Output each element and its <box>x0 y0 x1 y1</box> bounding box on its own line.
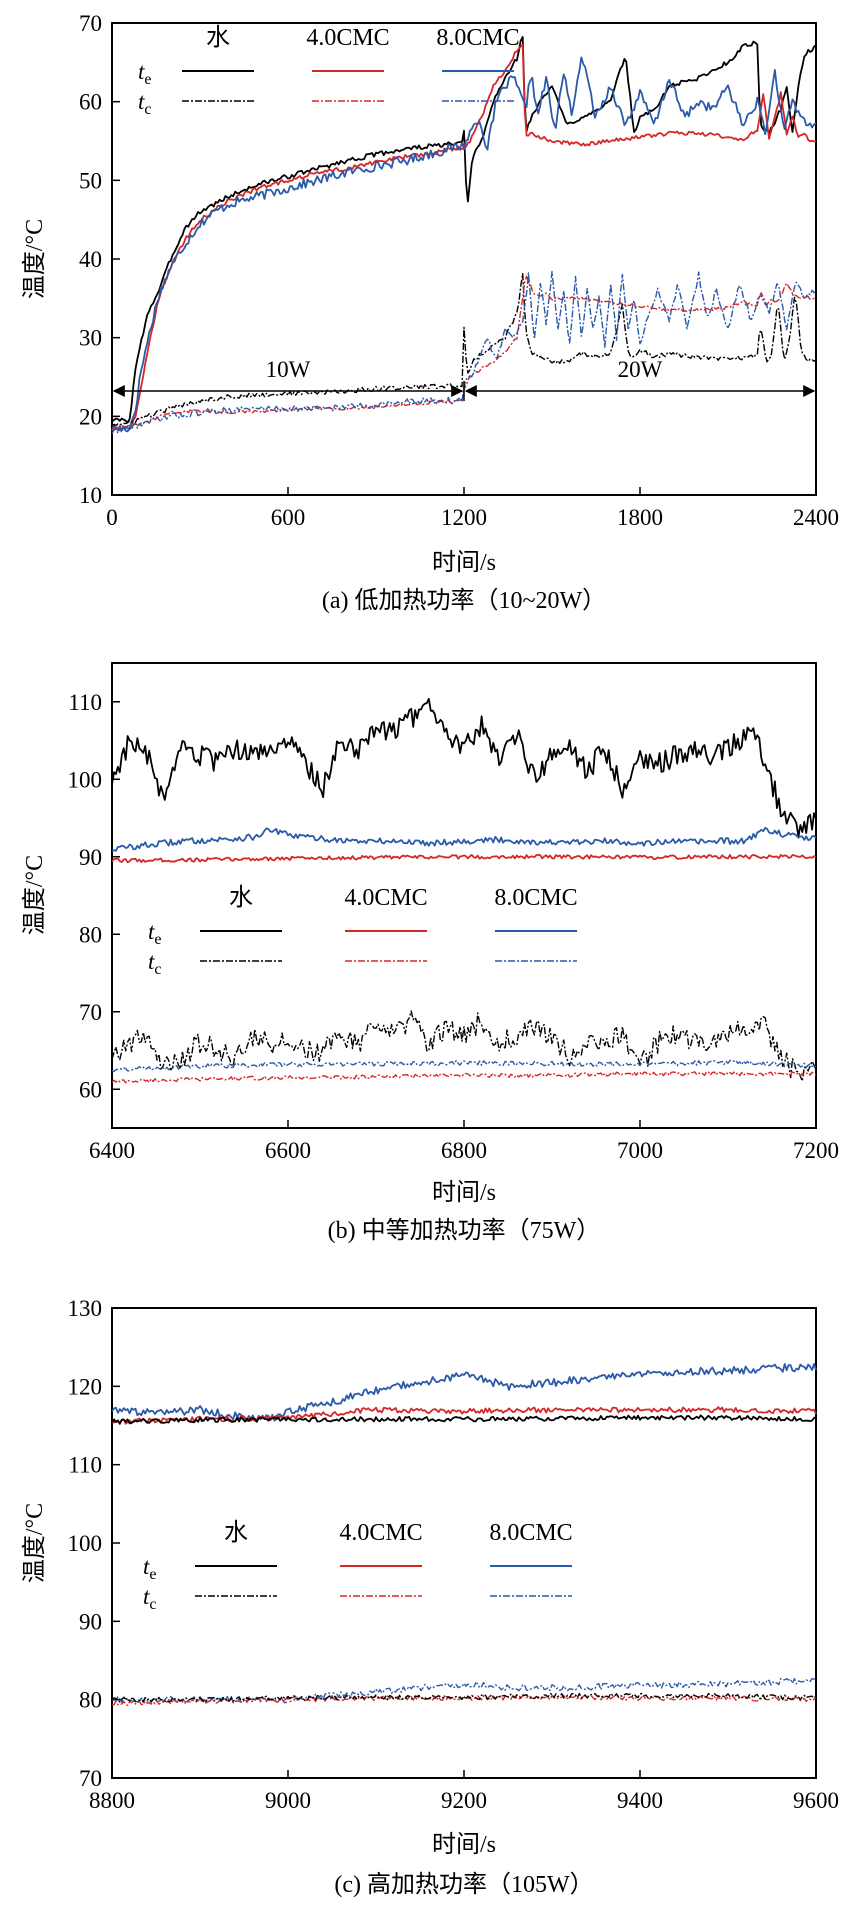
y-tick-label: 100 <box>68 1531 103 1556</box>
power-regions: 10W 20W <box>112 357 816 401</box>
series-line <box>111 1676 817 1704</box>
plot-frame <box>111 662 817 1129</box>
legend-header: 水 <box>224 1519 248 1546</box>
series-line <box>111 1059 817 1073</box>
axis-ticks: 8800 9000 9200 9400 9600 70 80 90 100 110 120 130 <box>68 1296 840 1813</box>
x-tick-label: 8800 <box>89 1788 135 1813</box>
series-line <box>111 36 817 424</box>
legend-symbol: tc <box>148 949 162 978</box>
series-line <box>111 1692 817 1703</box>
region-label: 10W <box>266 357 311 382</box>
caption-b: (b) 中等加热功率（75W） <box>328 1217 601 1244</box>
panel-c: 8800 9000 9200 9400 9600 70 80 90 100 110 120 130 水… <box>21 1296 839 1898</box>
series-line <box>111 1071 817 1084</box>
x-tick-label: 6800 <box>441 1138 487 1163</box>
x-tick-label: 9200 <box>441 1788 487 1813</box>
x-tick-label: 6600 <box>265 1138 311 1163</box>
y-tick-label: 90 <box>79 845 102 870</box>
x-axis-title: 时间/s <box>432 1831 496 1858</box>
legend-header: 8.0CMC <box>489 1520 572 1546</box>
y-tick-label: 70 <box>79 11 102 36</box>
legend-header: 4.0CMC <box>306 25 389 51</box>
legend-header: 水 <box>206 24 230 51</box>
panel-a: 0 600 1200 1800 2400 10 20 30 40 50 60 70 10W 20W 水 4… <box>21 11 839 614</box>
y-tick-label: 70 <box>79 1000 102 1025</box>
x-tick-label: 9000 <box>265 1788 311 1813</box>
y-axis-title: 温度/°C <box>21 219 48 299</box>
legend-symbol: te <box>143 1554 157 1583</box>
x-tick-label: 7200 <box>793 1138 839 1163</box>
series-layer <box>111 1363 817 1707</box>
legend-header: 4.0CMC <box>344 885 427 911</box>
legend-header: 8.0CMC <box>494 885 577 911</box>
x-axis-title: 时间/s <box>432 549 496 576</box>
x-tick-label: 600 <box>271 505 306 530</box>
legend-symbol: te <box>138 59 152 88</box>
series-line <box>111 56 817 433</box>
y-tick-label: 50 <box>79 168 102 193</box>
x-tick-label: 9400 <box>617 1788 663 1813</box>
caption-a: (a) 低加热功率（10~20W） <box>322 587 606 614</box>
y-tick-label: 20 <box>79 404 102 429</box>
legend-header: 4.0CMC <box>339 1520 422 1546</box>
y-axis-title: 温度/°C <box>21 1503 48 1583</box>
y-tick-label: 130 <box>68 1296 103 1321</box>
legend-header: 水 <box>229 884 253 911</box>
y-tick-label: 80 <box>79 922 102 947</box>
y-tick-label: 60 <box>79 1077 102 1102</box>
x-tick-label: 7000 <box>617 1138 663 1163</box>
caption-c: (c) 高加热功率（105W） <box>334 1871 593 1898</box>
y-tick-label: 40 <box>79 247 102 272</box>
series-layer <box>111 697 817 1084</box>
legend-symbol: tc <box>138 89 152 118</box>
y-axis-title: 温度/°C <box>21 855 48 935</box>
y-tick-label: 30 <box>79 326 102 351</box>
series-line <box>111 853 817 864</box>
series-line <box>111 43 816 431</box>
series-line <box>111 1414 817 1425</box>
y-tick-label: 10 <box>79 483 102 508</box>
series-line <box>111 1406 817 1425</box>
legend-symbol: tc <box>143 1584 157 1613</box>
y-tick-label: 80 <box>79 1688 102 1713</box>
series-line <box>111 827 817 852</box>
y-tick-label: 120 <box>68 1374 103 1399</box>
region-label: 20W <box>618 357 663 382</box>
axis-ticks: 0 600 1200 1800 2400 10 20 30 40 50 60 70 <box>79 11 839 530</box>
series-layer <box>111 36 817 434</box>
x-tick-label: 1200 <box>441 505 487 530</box>
x-axis-title: 时间/s <box>432 1179 496 1206</box>
y-tick-label: 70 <box>79 1766 102 1791</box>
plot-frame <box>111 1307 817 1779</box>
series-line <box>111 1363 817 1422</box>
series-line <box>111 1010 817 1082</box>
legend-symbol: te <box>148 919 162 948</box>
y-tick-label: 110 <box>68 690 102 715</box>
x-tick-label: 6400 <box>89 1138 135 1163</box>
plot-frame <box>111 22 817 496</box>
legend-header: 8.0CMC <box>436 25 519 51</box>
y-tick-label: 110 <box>68 1453 102 1478</box>
axis-ticks: 6400 6600 6800 7000 7200 60 70 80 90 100 110 <box>68 690 840 1163</box>
x-tick-label: 2400 <box>793 505 839 530</box>
x-tick-label: 0 <box>106 505 118 530</box>
series-line <box>111 272 817 427</box>
series-line <box>111 275 817 430</box>
y-tick-label: 90 <box>79 1609 102 1634</box>
series-line <box>111 697 817 838</box>
panel-b: 6400 6600 6800 7000 7200 60 70 80 90 100 110 水 4.0C… <box>21 662 840 1244</box>
y-tick-label: 60 <box>79 90 102 115</box>
y-tick-label: 100 <box>68 767 103 792</box>
series-line <box>111 270 817 434</box>
x-tick-label: 9600 <box>793 1788 839 1813</box>
x-tick-label: 1800 <box>617 505 663 530</box>
